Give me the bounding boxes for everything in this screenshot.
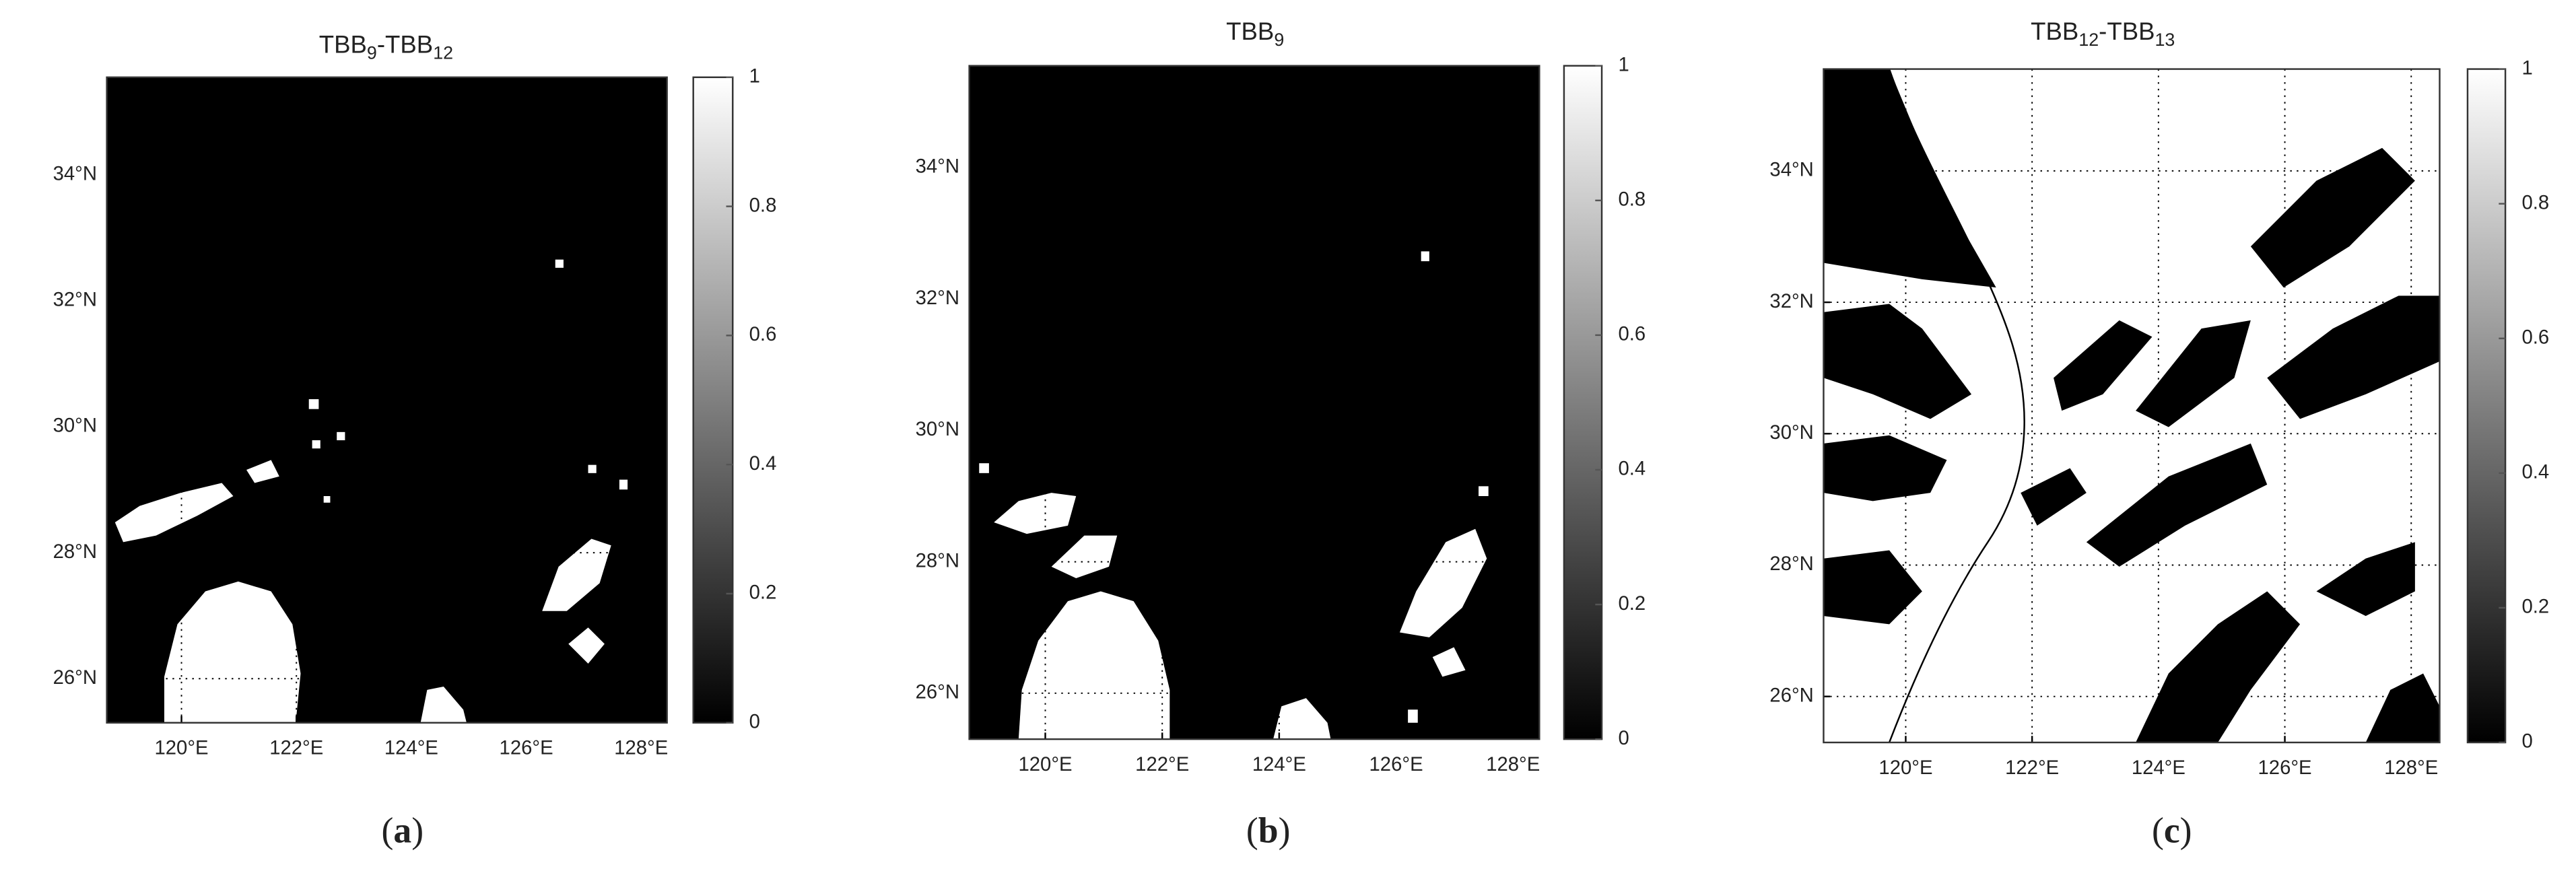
y-tick-label: 32°N xyxy=(916,287,959,309)
y-tick-label: 26°N xyxy=(916,681,959,703)
x-tick-label: 124°E xyxy=(2132,757,2185,779)
mask-image xyxy=(106,77,667,723)
x-tick-label: 120°E xyxy=(155,737,209,759)
colorbar-tick-label: 0.8 xyxy=(1618,188,1646,211)
colorbar xyxy=(2466,68,2507,744)
panel-label-part: ) xyxy=(1279,810,1291,851)
panel-label-part: c xyxy=(2164,810,2180,851)
x-tick-label: 124°E xyxy=(384,737,438,759)
title-subscript: 9 xyxy=(367,43,377,63)
panel-label-part: b xyxy=(1258,810,1279,851)
panel-label: (a) xyxy=(382,810,424,851)
x-tick-label: 120°E xyxy=(1018,753,1072,775)
title-subscript: 13 xyxy=(2155,30,2175,50)
colorbar-tick-label: 0.4 xyxy=(1618,458,1646,480)
title-text: TBB xyxy=(2031,18,2078,45)
y-tick-label: 30°N xyxy=(916,418,959,440)
title-text: TBB xyxy=(1226,18,1274,45)
colorbar-tick-label: 1 xyxy=(1618,53,1629,75)
colorbar-tick-label: 0.2 xyxy=(1618,592,1646,615)
colorbar-tick-label: 0.6 xyxy=(749,323,777,345)
y-tick-label: 32°N xyxy=(53,289,97,311)
x-tick-label: 128°E xyxy=(1486,753,1540,775)
panel-label: (b) xyxy=(1246,810,1291,851)
y-tick-label: 30°N xyxy=(1769,421,1813,444)
panel-label-part: ( xyxy=(1246,810,1258,851)
x-tick-label: 128°E xyxy=(2384,757,2438,779)
panel-label-part: ( xyxy=(382,810,394,851)
chart-title: TBB9 xyxy=(1226,18,1284,50)
colorbar-tick-label: 1 xyxy=(749,65,760,88)
plot-frame xyxy=(1823,68,2441,744)
colorbar-tick-label: 0.8 xyxy=(749,194,777,216)
y-tick-label: 28°N xyxy=(53,541,97,563)
panel-label-part: a xyxy=(393,810,411,851)
colorbar-tick-label: 0 xyxy=(1618,727,1629,749)
colorbar xyxy=(692,76,734,724)
x-tick-label: 122°E xyxy=(269,737,323,759)
y-tick-label: 28°N xyxy=(1769,553,1813,575)
panel-label-part: ( xyxy=(2152,810,2164,851)
y-tick-label: 26°N xyxy=(1769,684,1813,706)
x-tick-label: 126°E xyxy=(2258,757,2312,779)
colorbar-tick-label: 0 xyxy=(749,710,760,732)
colorbar-tick-label: 0.6 xyxy=(1618,323,1646,345)
colorbar-tick-label: 0.6 xyxy=(2521,326,2549,348)
x-tick-label: 122°E xyxy=(1135,753,1189,775)
colorbar-tick-label: 1 xyxy=(2521,57,2532,79)
colorbar-tick-label: 0 xyxy=(2521,730,2532,753)
y-tick-label: 32°N xyxy=(1769,290,1813,312)
colorbar-tick-label: 0.4 xyxy=(2521,461,2549,483)
colorbar-tick-label: 0.2 xyxy=(749,582,777,604)
panel-label: (c) xyxy=(2152,810,2192,851)
y-tick-label: 28°N xyxy=(916,549,959,571)
x-tick-label: 126°E xyxy=(1369,753,1423,775)
y-tick-label: 26°N xyxy=(53,666,97,689)
x-tick-label: 120°E xyxy=(1878,757,1932,779)
y-tick-label: 34°N xyxy=(1769,159,1813,181)
title-subscript: 12 xyxy=(433,43,453,63)
title-text: TBB xyxy=(319,30,367,58)
plot-frame xyxy=(968,65,1540,740)
y-tick-label: 34°N xyxy=(916,155,959,178)
mask-image xyxy=(1823,69,2440,743)
x-tick-label: 122°E xyxy=(2005,757,2059,779)
x-tick-label: 128°E xyxy=(614,737,668,759)
title-text: -TBB xyxy=(377,30,433,58)
colorbar-tick-label: 0.8 xyxy=(2521,191,2549,213)
plot-frame xyxy=(106,76,668,724)
chart-title: TBB12-TBB13 xyxy=(2031,18,2175,50)
colorbar-tick-label: 0.4 xyxy=(749,452,777,475)
y-tick-label: 34°N xyxy=(53,163,97,185)
colorbar xyxy=(1563,65,1603,740)
chart-title: TBB9-TBB12 xyxy=(319,30,453,63)
title-subscript: 12 xyxy=(2078,30,2099,50)
x-tick-label: 126°E xyxy=(500,737,553,759)
mask-image xyxy=(969,65,1540,740)
x-tick-label: 124°E xyxy=(1252,753,1306,775)
colorbar-tick-label: 0.2 xyxy=(2521,596,2549,618)
panel-label-part: ) xyxy=(2180,810,2192,851)
title-subscript: 9 xyxy=(1274,30,1284,50)
panel-label-part: ) xyxy=(411,810,423,851)
title-text: -TBB xyxy=(2099,18,2155,45)
y-tick-label: 30°N xyxy=(53,415,97,437)
